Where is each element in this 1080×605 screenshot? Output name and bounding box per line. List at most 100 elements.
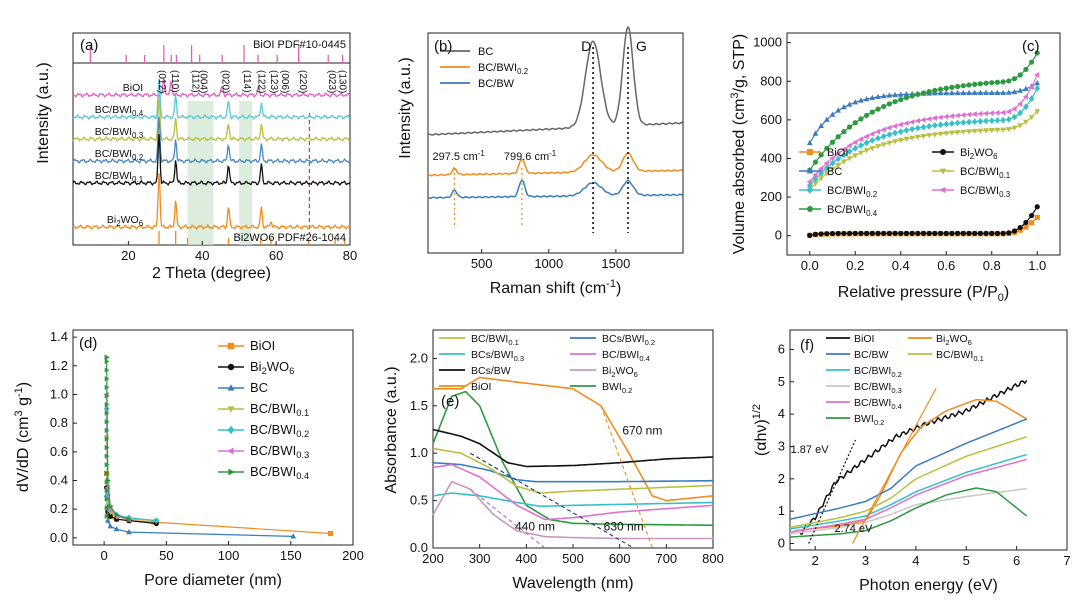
peak-label: (114) xyxy=(241,70,252,93)
legend-marker xyxy=(807,206,813,212)
data-point xyxy=(846,124,853,130)
x-tick-label: 800 xyxy=(702,551,724,566)
x-axis-label: Pore diameter (nm) xyxy=(144,572,282,589)
data-point xyxy=(806,139,813,146)
legend-label: BC/BW xyxy=(854,349,889,361)
chart-b: D G 297.5 cm-1 799.6 cm-1 BC BC/BWI0.2 BC/BW 50… xyxy=(397,26,684,297)
data-point xyxy=(858,142,864,149)
data-point xyxy=(909,135,915,141)
data-point xyxy=(841,159,847,165)
peak-label: (122) xyxy=(255,70,266,93)
data-point xyxy=(869,131,875,137)
y-tick-label: 0.2 xyxy=(50,501,68,516)
data-point xyxy=(937,131,944,137)
y-axis-label: (αhν)1/2 xyxy=(751,404,770,456)
x-tick-label: 300 xyxy=(469,551,491,566)
data-point xyxy=(1011,106,1017,112)
legend-label: BC/BWI0.4 xyxy=(250,464,309,481)
series-line xyxy=(72,134,351,187)
data-point xyxy=(892,129,898,137)
data-point xyxy=(1028,95,1035,102)
legend-marker xyxy=(227,447,234,455)
data-point xyxy=(932,132,938,138)
data-point xyxy=(943,131,950,137)
x-tick-label: 150 xyxy=(280,548,302,563)
data-point xyxy=(1017,123,1023,129)
data-point xyxy=(943,120,950,128)
data-point xyxy=(937,90,944,96)
data-point xyxy=(104,505,110,511)
data-point xyxy=(829,159,836,167)
legend-label: BCs/BW xyxy=(471,365,511,377)
panel-label: (d) xyxy=(79,335,97,352)
x-tick-label: 1.0 xyxy=(1028,258,1046,273)
series-line xyxy=(72,97,351,143)
data-point xyxy=(107,523,114,529)
band-label: G xyxy=(636,38,647,54)
data-point xyxy=(846,142,852,149)
data-point xyxy=(829,230,836,237)
data-point xyxy=(880,142,887,148)
data-point xyxy=(107,513,113,519)
legend-label: BC xyxy=(478,46,493,58)
data-point xyxy=(105,491,111,499)
data-point xyxy=(869,137,876,144)
data-point xyxy=(898,97,904,103)
data-point xyxy=(915,230,921,236)
y-axis-label: Absorbance (a.u.) xyxy=(383,366,400,493)
data-point xyxy=(1006,230,1012,236)
data-point xyxy=(972,230,978,236)
data-point xyxy=(1005,108,1011,115)
peak-label: (110) xyxy=(169,70,180,93)
data-point xyxy=(840,146,846,153)
data-point xyxy=(897,91,904,97)
peak-label: (112) xyxy=(190,70,201,93)
y-tick-label: 800 xyxy=(760,73,782,88)
data-point xyxy=(104,393,110,399)
data-point xyxy=(926,89,932,95)
data-point xyxy=(977,117,984,125)
series-label: BC/BWI0.2 xyxy=(95,148,144,162)
data-point xyxy=(104,444,110,451)
data-point xyxy=(105,517,111,523)
chart-e: 670 nm 440 nm 630 nm BC/BWI0.1 BCs/BWI0.2 BCs… xyxy=(383,329,724,592)
data-point xyxy=(897,128,904,135)
data-point xyxy=(892,230,898,236)
data-point xyxy=(949,230,955,236)
data-point xyxy=(1017,224,1023,231)
data-point xyxy=(829,111,836,117)
y-tick-label: 1.0 xyxy=(50,387,68,402)
data-point xyxy=(818,231,824,237)
data-point xyxy=(104,410,110,416)
data-point xyxy=(108,503,114,510)
data-point xyxy=(1034,80,1041,86)
x-tick-label: 5 xyxy=(963,553,970,568)
data-point xyxy=(829,139,836,145)
series-label: BiOI xyxy=(123,82,143,94)
data-point xyxy=(151,519,157,525)
data-point xyxy=(903,120,909,127)
y-tick-label: 0.6 xyxy=(50,444,68,459)
legend-marker xyxy=(227,342,235,350)
data-point xyxy=(863,139,870,147)
data-point xyxy=(824,164,830,172)
data-point xyxy=(104,462,110,468)
data-point xyxy=(960,230,966,236)
data-point xyxy=(864,230,870,236)
data-point xyxy=(104,513,110,519)
data-point xyxy=(949,120,955,127)
x-tick-label: 100 xyxy=(218,548,240,563)
data-point xyxy=(1011,125,1018,131)
data-point xyxy=(886,125,892,131)
data-point xyxy=(1011,113,1018,121)
y-axis-label: Intensity (a.u.) xyxy=(397,57,414,158)
x-tick-label: 500 xyxy=(562,551,584,566)
series-line xyxy=(800,380,1028,535)
y-tick-label: 1.4 xyxy=(50,329,68,344)
data-point xyxy=(841,230,847,237)
series-line xyxy=(106,437,157,522)
data-point xyxy=(983,80,989,86)
data-point xyxy=(841,129,847,135)
y-tick-label: 5 xyxy=(778,374,785,389)
